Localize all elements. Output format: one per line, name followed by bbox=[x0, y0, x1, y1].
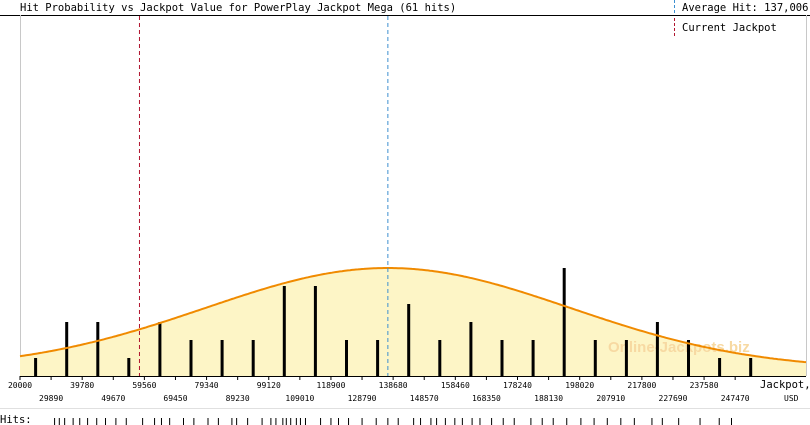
hit-bar bbox=[749, 358, 753, 376]
hit-bar bbox=[562, 268, 566, 376]
x-tick-label: 207910 bbox=[596, 394, 625, 403]
x-tick-label: 237580 bbox=[690, 381, 719, 390]
hit-bar bbox=[96, 322, 100, 376]
x-tick-label: 79340 bbox=[195, 381, 219, 390]
hit-bar bbox=[282, 286, 286, 376]
hit-bar bbox=[407, 304, 411, 376]
hit-bar bbox=[127, 358, 131, 376]
x-tick-label: 49670 bbox=[101, 394, 125, 403]
x-tick-label: 247470 bbox=[721, 394, 750, 403]
x-tick-label: 20000 bbox=[8, 381, 32, 390]
x-tick-label: 227690 bbox=[659, 394, 688, 403]
hit-bar bbox=[376, 340, 380, 376]
x-tick-label: 138680 bbox=[379, 381, 408, 390]
hit-bar bbox=[220, 340, 224, 376]
probability-area bbox=[20, 268, 806, 376]
bars-group bbox=[34, 268, 753, 376]
legend-average-label: Average Hit: 137,006 bbox=[682, 2, 808, 14]
hits-label: Hits: bbox=[0, 414, 32, 425]
x-tick-label: 59560 bbox=[132, 381, 156, 390]
hit-bar bbox=[345, 340, 348, 376]
x-tick-label: 158460 bbox=[441, 381, 470, 390]
hit-bar bbox=[531, 340, 535, 376]
x-tick-label: 168350 bbox=[472, 394, 501, 403]
chart-title: Hit Probability vs Jackpot Value for Pow… bbox=[20, 2, 456, 14]
hit-bar bbox=[469, 322, 473, 376]
x-tick-label: 148570 bbox=[410, 394, 439, 403]
x-tick-label: 89230 bbox=[226, 394, 250, 403]
x-tick-label: 29890 bbox=[39, 394, 63, 403]
x-tick-label: 128790 bbox=[348, 394, 377, 403]
x-tick-label: 217800 bbox=[627, 381, 656, 390]
hit-bar bbox=[593, 340, 597, 376]
x-axis-label: Jackpot, bbox=[760, 379, 810, 391]
x-axis-unit: USD bbox=[784, 394, 799, 403]
x-tick-label: 99120 bbox=[257, 381, 281, 390]
x-tick-label: 178240 bbox=[503, 381, 532, 390]
hit-bar bbox=[624, 340, 628, 376]
probability-curve bbox=[19, 267, 807, 364]
hit-bar bbox=[500, 340, 504, 376]
x-tick-label: 39780 bbox=[70, 381, 94, 390]
x-tick-label: 118900 bbox=[316, 381, 345, 390]
x-tick-label: 198020 bbox=[565, 381, 594, 390]
x-tick-label: 188130 bbox=[534, 394, 563, 403]
hit-bar bbox=[158, 322, 162, 376]
x-tick-label: 69450 bbox=[163, 394, 187, 403]
hit-bar bbox=[189, 340, 193, 376]
x-tick-label: 109010 bbox=[285, 394, 314, 403]
hit-bar bbox=[687, 340, 690, 376]
hit-bar bbox=[655, 322, 659, 376]
hit-bar bbox=[251, 340, 255, 376]
watermark: Online-Jackpots.biz bbox=[608, 339, 750, 356]
hit-bar bbox=[65, 322, 69, 376]
hit-bar bbox=[438, 340, 442, 376]
hit-bar bbox=[718, 358, 722, 376]
hits-strip bbox=[54, 418, 732, 425]
hit-bar bbox=[34, 358, 38, 376]
legend-current-label: Current Jackpot bbox=[682, 22, 777, 34]
hit-bar bbox=[313, 286, 317, 376]
x-ticks: 20000 39780 59560 79340 99120 118900 138680 158… bbox=[8, 376, 750, 403]
